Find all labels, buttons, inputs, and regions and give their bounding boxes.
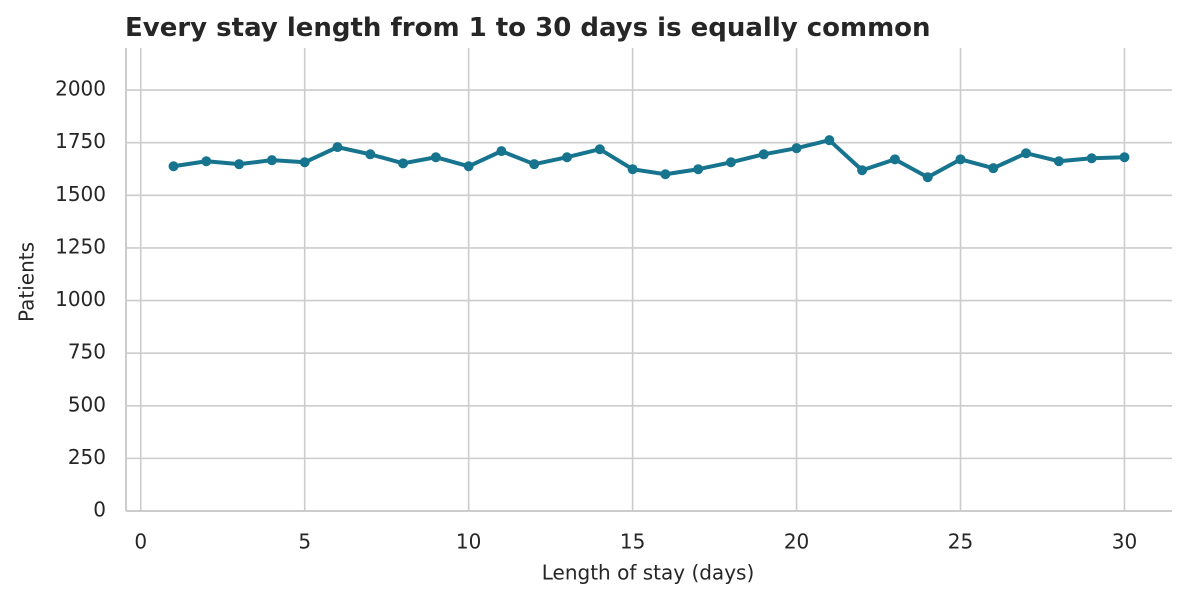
y-axis-label: Patients <box>15 242 39 322</box>
data-point <box>725 157 736 168</box>
data-point <box>365 149 376 160</box>
data-point <box>529 159 540 170</box>
data-point <box>988 163 999 174</box>
data-point <box>693 164 704 175</box>
y-tick-label: 1250 <box>55 234 106 258</box>
x-tick-label: 20 <box>784 530 809 554</box>
data-point <box>562 152 573 163</box>
x-tick-label: 10 <box>456 530 481 554</box>
data-point <box>857 165 868 176</box>
x-tick-label: 0 <box>134 530 147 554</box>
data-point <box>266 155 277 166</box>
data-point <box>234 159 245 170</box>
data-point <box>332 142 343 153</box>
y-tick-label: 500 <box>68 392 106 416</box>
y-tick-label: 1750 <box>55 129 106 153</box>
data-point <box>791 143 802 154</box>
data-point <box>1053 156 1064 167</box>
data-point <box>1119 152 1130 163</box>
x-tick-label: 5 <box>298 530 311 554</box>
data-point <box>398 158 409 169</box>
data-point <box>201 156 212 167</box>
data-point <box>627 164 638 175</box>
data-point <box>758 149 769 160</box>
data-point <box>168 161 179 172</box>
y-tick-label: 2000 <box>55 77 106 101</box>
data-point <box>955 154 966 165</box>
chart-title: Every stay length from 1 to 30 days is e… <box>125 13 931 43</box>
data-point <box>594 144 605 155</box>
data-point <box>1086 153 1097 164</box>
data-point <box>922 172 933 183</box>
y-tick-label: 1500 <box>55 182 106 206</box>
data-line <box>173 138 1125 180</box>
y-tick-label: 1000 <box>55 287 106 311</box>
x-tick-label: 25 <box>948 530 973 554</box>
data-point <box>496 146 507 157</box>
y-tick-label: 0 <box>93 498 106 522</box>
data-point <box>889 154 900 165</box>
data-point <box>1021 148 1032 159</box>
data-point <box>824 135 835 146</box>
data-point <box>299 157 310 168</box>
x-tick-label: 15 <box>620 530 645 554</box>
x-axis-label: Length of stay (days) <box>542 561 755 585</box>
x-tick-label: 30 <box>1112 530 1137 554</box>
y-tick-label: 750 <box>68 340 106 364</box>
data-point <box>430 152 441 163</box>
data-point <box>463 161 474 172</box>
data-point <box>660 169 671 180</box>
y-tick-label: 250 <box>68 445 106 469</box>
